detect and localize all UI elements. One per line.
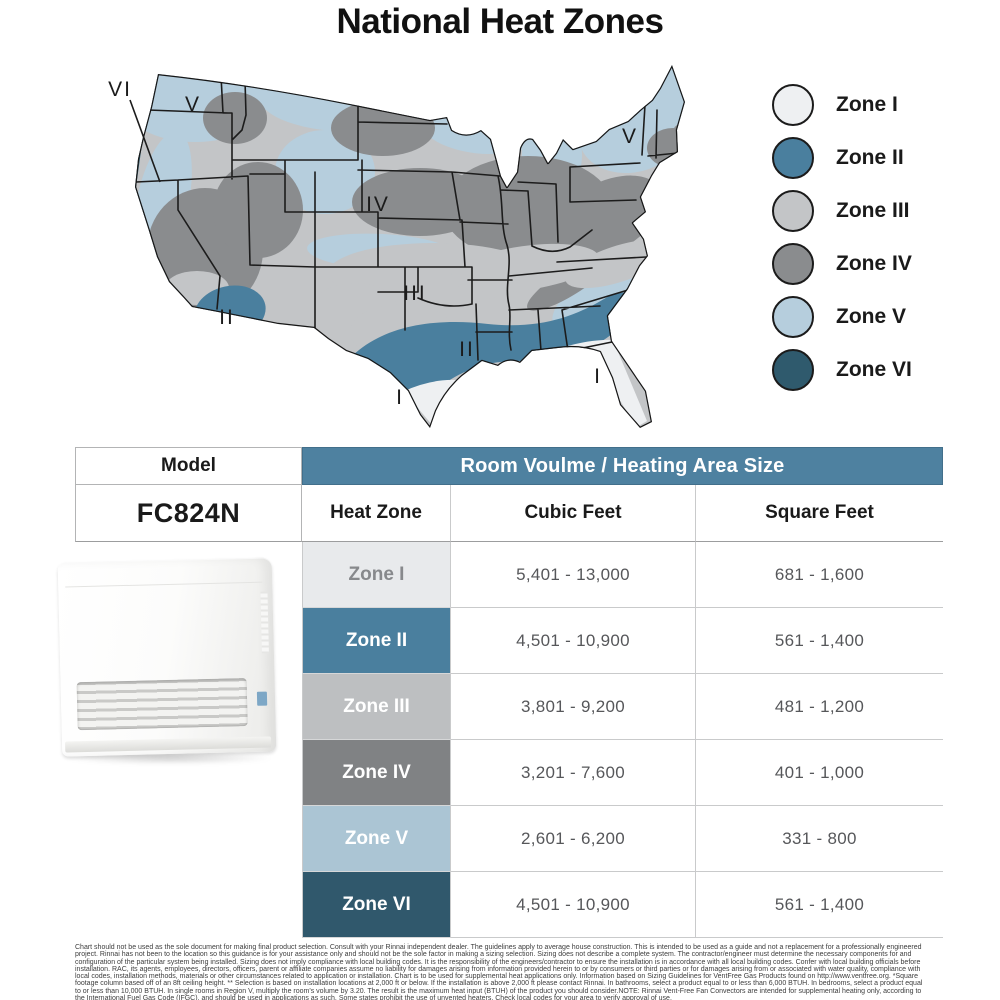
map-label-zone1-texas: I: [396, 386, 404, 409]
map-label-zone4: IV: [366, 193, 390, 216]
table-header-row: Model Room Voulme / Heating Area Size: [75, 447, 943, 485]
table-row: Zone IV 3,201 - 7,600 401 - 1,000: [75, 740, 943, 806]
legend-label: Zone V: [836, 305, 907, 328]
cubic-feet-cell: 2,601 - 6,200: [451, 806, 696, 872]
square-feet-column-header: Square Feet: [696, 485, 943, 542]
square-feet-cell: 681 - 1,600: [696, 542, 943, 608]
heater-top-seam: [65, 581, 263, 588]
sizing-table: Model Room Voulme / Heating Area Size FC…: [75, 447, 943, 938]
zone6-swatch-icon: [772, 349, 814, 391]
table-row: Zone I 5,401 - 13,000 681 - 1,600: [75, 542, 943, 608]
map-label-zone5-west: V: [185, 93, 201, 116]
legend-item-zone5: Zone V: [772, 296, 912, 338]
us-heat-zone-map: VI V IV III II II I V I: [100, 60, 760, 430]
group-header: Room Voulme / Heating Area Size: [302, 447, 943, 485]
square-feet-cell: 561 - 1,400: [696, 608, 943, 674]
zone-label-cell: Zone I: [302, 542, 451, 608]
cubic-feet-cell: 4,501 - 10,900: [451, 608, 696, 674]
disclaimer-text: Chart should not be used as the sole doc…: [75, 944, 923, 1000]
zone-legend: Zone I Zone II Zone III Zone IV Zone V Z…: [772, 84, 912, 391]
us-map-svg: VI V IV III II II I V I: [108, 65, 685, 428]
square-feet-cell: 481 - 1,200: [696, 674, 943, 740]
map-label-zone2-south: II: [459, 338, 475, 361]
zone6-pointer-line: [129, 99, 161, 183]
cubic-feet-cell: 3,801 - 9,200: [451, 674, 696, 740]
state-borders: [135, 75, 679, 361]
row-spacer: [75, 872, 302, 938]
legend-label: Zone IV: [836, 252, 912, 275]
model-column-header: Model: [75, 447, 302, 485]
heat-zone-column-header: Heat Zone: [302, 485, 451, 542]
table-row: Zone VI 4,501 - 10,900 561 - 1,400: [75, 872, 943, 938]
zone1-swatch-icon: [772, 84, 814, 126]
heater-product-image: [56, 556, 286, 766]
zone1-regions: [402, 339, 647, 427]
square-feet-cell: 561 - 1,400: [696, 872, 943, 938]
legend-label: Zone II: [836, 146, 904, 169]
square-feet-cell: 331 - 800: [696, 806, 943, 872]
heater-base: [65, 736, 272, 753]
heater-side-vent: [260, 591, 269, 654]
map-label-zone2-southwest: II: [219, 306, 235, 329]
table-subheader-row: FC824N Heat Zone Cubic Feet Square Feet: [75, 485, 943, 542]
legend-item-zone1: Zone I: [772, 84, 912, 126]
zone-label-cell: Zone IV: [302, 740, 451, 806]
row-spacer: [75, 806, 302, 872]
map-label-zone1-florida: I: [594, 365, 602, 388]
table-row: Zone II 4,501 - 10,900 561 - 1,400: [75, 608, 943, 674]
zone2-swatch-icon: [772, 137, 814, 179]
zone-label-cell: Zone V: [302, 806, 451, 872]
legend-item-zone4: Zone IV: [772, 243, 912, 285]
cubic-feet-cell: 4,501 - 10,900: [451, 872, 696, 938]
zone3-patch-regions: [165, 239, 671, 360]
cubic-feet-cell: 3,201 - 7,600: [451, 740, 696, 806]
heater-label-sticker: [256, 691, 268, 706]
legend-label: Zone I: [836, 93, 898, 116]
map-label-zone3: III: [403, 282, 427, 305]
square-feet-cell: 401 - 1,000: [696, 740, 943, 806]
zone5-swatch-icon: [772, 296, 814, 338]
legend-label: Zone III: [836, 199, 910, 222]
zone-label-cell: Zone II: [302, 608, 451, 674]
zone-label-cell: Zone III: [302, 674, 451, 740]
model-value: FC824N: [75, 485, 302, 542]
cubic-feet-cell: 5,401 - 13,000: [451, 542, 696, 608]
legend-item-zone3: Zone III: [772, 190, 912, 232]
zone3-swatch-icon: [772, 190, 814, 232]
legend-label: Zone VI: [836, 358, 912, 381]
zone4-swatch-icon: [772, 243, 814, 285]
legend-item-zone2: Zone II: [772, 137, 912, 179]
legend-item-zone6: Zone VI: [772, 349, 912, 391]
map-label-zone5-northeast: V: [622, 125, 638, 148]
heater-front-grille: [76, 678, 248, 731]
cubic-feet-column-header: Cubic Feet: [451, 485, 696, 542]
zone-label-cell: Zone VI: [302, 872, 451, 938]
page-title: National Heat Zones: [336, 2, 664, 41]
table-row: Zone III 3,801 - 9,200 481 - 1,200: [75, 674, 943, 740]
table-row: Zone V 2,601 - 6,200 331 - 800: [75, 806, 943, 872]
map-label-zone6: VI: [108, 78, 132, 101]
heater-body: [57, 557, 277, 757]
